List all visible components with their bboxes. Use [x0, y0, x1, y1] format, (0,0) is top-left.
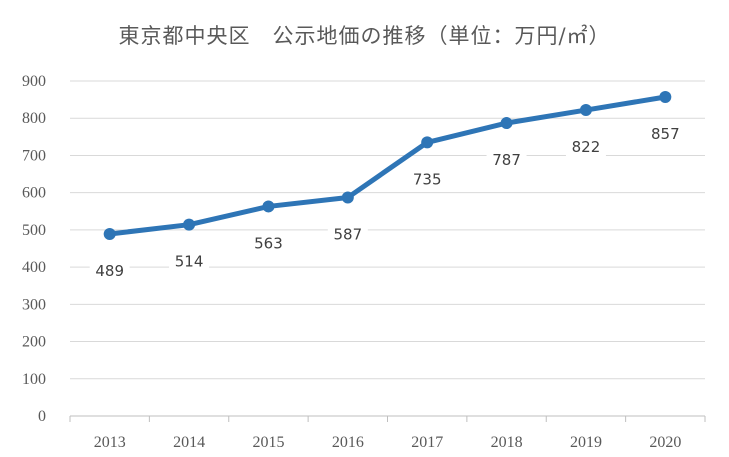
data-label-background [645, 123, 686, 146]
series-line [107, 94, 668, 237]
data-label: 514 [175, 253, 204, 271]
data-label: 857 [651, 125, 680, 143]
y-tick-label: 0 [38, 408, 46, 425]
y-tick-label: 200 [22, 334, 46, 351]
data-point [103, 227, 116, 240]
y-tick-label: 100 [22, 371, 46, 388]
x-tick-label: 2016 [332, 434, 364, 451]
y-tick-label: 800 [22, 110, 46, 127]
x-tick-label: 2020 [649, 434, 681, 451]
y-tick-label: 700 [22, 147, 46, 164]
y-tick-label: 900 [22, 73, 46, 90]
data-label-background [407, 168, 448, 191]
data-label-background [565, 136, 606, 159]
data-point [341, 191, 354, 204]
x-tick-label: 2017 [411, 434, 443, 451]
data-label: 822 [572, 138, 601, 156]
y-tick-label: 400 [22, 259, 46, 276]
data-label: 489 [95, 262, 124, 280]
data-label-background [327, 223, 368, 246]
data-label-background [89, 259, 130, 282]
data-label: 735 [413, 170, 442, 188]
x-tick-label: 2015 [252, 434, 284, 451]
y-tick-label: 300 [22, 296, 46, 313]
x-tick-label: 2019 [570, 434, 602, 451]
y-tick-label: 600 [22, 185, 46, 202]
chart-title: 東京都中央区 公示地価の推移（単位：万円/㎡） [118, 24, 611, 48]
x-tick-label: 2014 [173, 434, 205, 451]
data-label-background [486, 149, 527, 172]
data-label: 563 [254, 234, 283, 252]
x-tick-label: 2018 [491, 434, 523, 451]
x-tick-label: 2013 [94, 434, 126, 451]
data-label: 787 [492, 151, 521, 169]
data-point [183, 218, 196, 231]
data-point [659, 91, 672, 104]
data-point [579, 104, 592, 117]
data-label: 587 [333, 226, 362, 244]
y-tick-label: 500 [22, 222, 46, 239]
data-point [262, 200, 275, 213]
data-label-background [248, 232, 289, 255]
data-point [421, 136, 434, 149]
data-label-background [169, 250, 210, 273]
data-point [500, 117, 513, 130]
